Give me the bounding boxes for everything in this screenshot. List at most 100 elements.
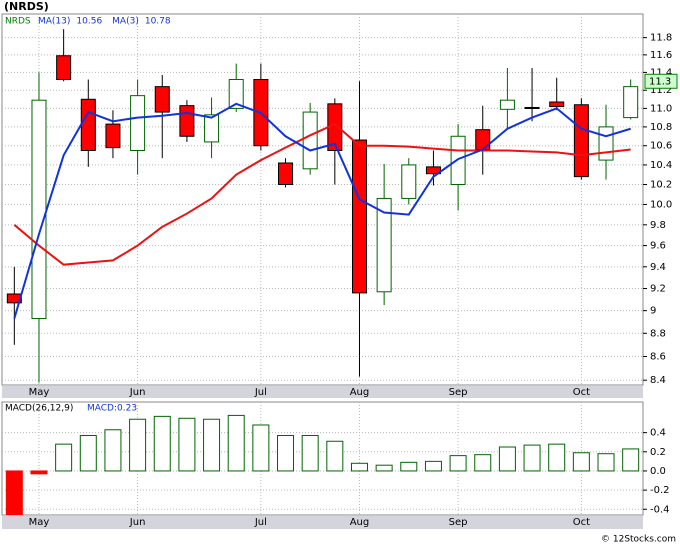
macd-bar [449,455,467,472]
legend-name: MA(3) [112,17,139,27]
y-tick-label: 0.2 [650,447,666,458]
macd-bar [597,453,615,472]
y-tick-label: 11.4 [650,67,672,78]
macd-bar [523,444,541,472]
legend-value: 10.56 [76,17,102,27]
candle-body [179,105,195,137]
macd-bar [227,414,245,472]
candle-body [56,55,72,80]
macd-bar [30,470,48,475]
x-tick-label: Jun [129,517,146,528]
macd-bar [326,440,344,472]
y-tick-label: 8.4 [650,375,666,386]
macd-bar [350,462,368,472]
macd-bar [79,435,97,472]
y-tick-label: 10.6 [650,141,672,152]
candle-body [549,101,565,108]
y-tick-label: 11.6 [650,50,672,61]
month-band [2,516,643,529]
x-tick-label: Aug [350,387,370,398]
macd-bar [178,417,196,472]
legend-name: MA(13) [38,17,70,27]
macd-bar [129,418,147,472]
x-tick-label: Aug [350,517,370,528]
ma-line [13,122,631,266]
macd-bar [375,464,393,472]
candle-body [130,95,146,151]
y-tick-label: 10.8 [650,122,672,133]
x-tick-label: Jul [254,387,267,398]
candle-body [623,86,639,119]
candle-body [499,99,515,110]
macd-panel [1,401,644,516]
candle-body [6,293,22,304]
candle-body [573,104,589,178]
y-tick-label: 8.6 [650,351,666,362]
candle-body [401,164,417,199]
price-panel [1,13,644,386]
macd-plot [2,402,643,515]
candle-body [450,135,466,185]
month-band [2,386,643,398]
macd-bar [55,443,73,472]
candle-body [80,98,96,151]
y-tick-label: 9 [650,306,656,317]
y-tick-label: 9.8 [650,220,666,231]
macd-bar [5,470,23,515]
candle-body [351,139,367,294]
macd-subtitle: MACD:0.23 [87,404,137,414]
y-tick-label: -0.4 [650,504,670,515]
candle-body [278,162,294,185]
candle-body [302,111,318,170]
candle-body [228,78,244,109]
x-tick-label: May [29,517,50,528]
macd-bar [153,415,171,472]
y-tick-label: 8.8 [650,328,666,339]
y-tick-label: 9.4 [650,262,666,273]
y-tick-label: 11.2 [650,85,672,96]
y-tick-label: 11.0 [650,103,672,114]
ma-line [13,102,631,319]
y-tick-label: 11.8 [650,33,672,44]
candle-body [154,86,170,113]
legend-value: 10.78 [145,17,171,27]
y-tick-label: 9.6 [650,241,666,252]
macd-bar [301,435,319,472]
macd-bar [474,454,492,472]
x-tick-label: May [29,387,50,398]
candle-body [425,166,441,175]
macd-bar [104,429,122,472]
y-tick-label: -0.2 [650,485,670,496]
chart-title: (NRDS) [4,0,49,13]
macd-bar [424,460,442,472]
macd-bar [548,443,566,472]
y-tick-label: 0.4 [650,428,666,439]
x-tick-label: Jul [254,517,267,528]
y-tick-label: 9.2 [650,283,666,294]
macd-bar [572,452,590,472]
last-price: 11.3 [649,76,671,87]
x-tick-label: Sep [449,517,468,528]
x-tick-label: Sep [449,387,468,398]
macd-bar [400,461,418,472]
last-price-box [644,73,678,89]
macd-bar [498,446,516,472]
y-tick-label: 10.4 [650,160,672,171]
x-tick-label: Jun [129,387,146,398]
y-tick-label: 10.0 [650,199,672,210]
y-tick-label: 10.2 [650,179,672,190]
candle-body [31,99,47,320]
macd-bar [252,424,270,472]
legend-symbol: NRDS [5,17,31,27]
macd-bar [277,435,295,472]
y-tick-label: 0.0 [650,466,666,477]
candle-body [204,114,220,143]
macd-bar [203,418,221,472]
x-tick-label: Oct [573,387,590,398]
candle-body [598,126,614,161]
candle-body [524,106,540,109]
price-plot [2,14,643,385]
candle-body [105,123,121,149]
macd-bar [622,448,640,472]
